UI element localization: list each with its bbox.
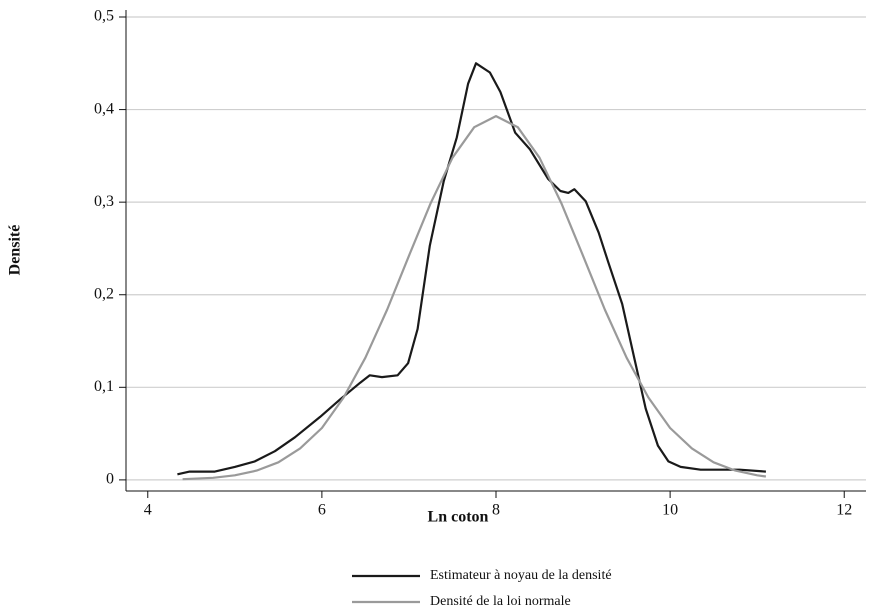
y-axis-label: Densité xyxy=(7,225,24,276)
x-tick-label: 6 xyxy=(318,502,326,519)
x-tick-label: 4 xyxy=(144,502,152,519)
y-tick-label: 0,3 xyxy=(94,193,114,210)
x-axis-label: Ln coton xyxy=(428,509,489,526)
x-tick-label: 10 xyxy=(662,502,678,519)
y-tick-label: 0,5 xyxy=(94,8,114,25)
legend-label: Densité de la loi normale xyxy=(430,594,571,609)
y-tick-label: 0,4 xyxy=(94,100,114,117)
x-tick-label: 8 xyxy=(492,502,500,519)
y-tick-label: 0,1 xyxy=(94,378,114,395)
series-line xyxy=(182,115,767,481)
x-tick-label: 12 xyxy=(836,502,852,519)
y-tick-label: 0,2 xyxy=(94,285,114,302)
series-line xyxy=(177,62,766,476)
y-tick-label: 0 xyxy=(106,471,114,488)
legend-label: Estimateur à noyau de la densité xyxy=(430,568,612,583)
